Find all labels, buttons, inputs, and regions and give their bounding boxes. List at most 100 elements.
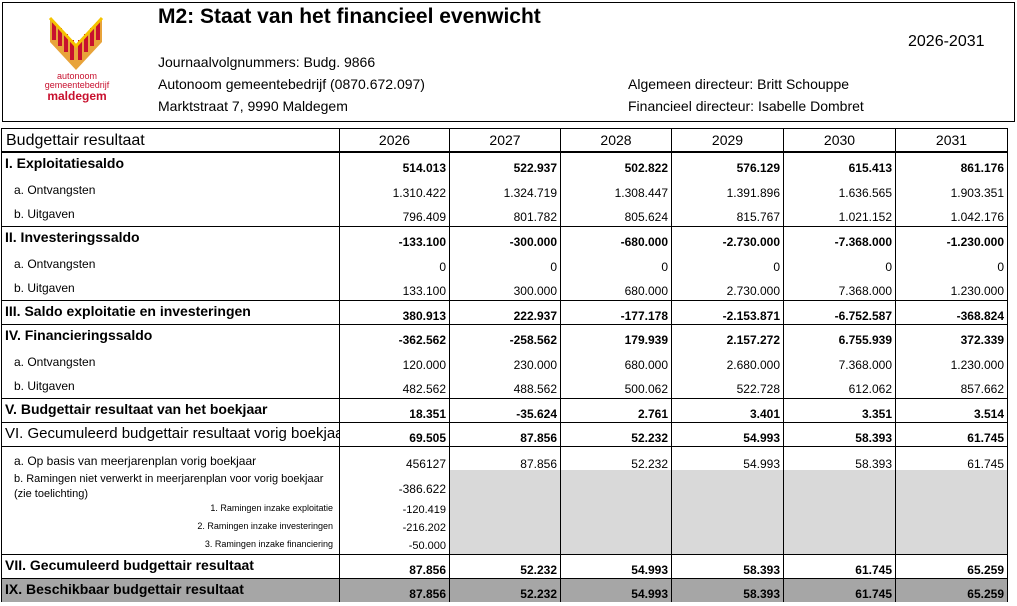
value-cell: 0	[450, 250, 561, 274]
empty-cell	[561, 536, 672, 554]
empty-cell	[896, 518, 1008, 536]
value-cell: 815.767	[672, 200, 784, 226]
value-cell: -2.153.871	[672, 300, 784, 324]
value-cell: 615.413	[784, 152, 896, 176]
value-cell: -258.562	[450, 324, 561, 348]
value-cell: 61.745	[896, 422, 1008, 446]
value-cell: 52.232	[450, 578, 561, 602]
value-cell: 230.000	[450, 348, 561, 372]
value-cell: 0	[672, 250, 784, 274]
value-cell: 861.176	[896, 152, 1008, 176]
value-cell: 482.562	[340, 372, 450, 398]
value-cell: -6.752.587	[784, 300, 896, 324]
value-cell: 1.310.422	[340, 176, 450, 200]
row-label: II. Investeringssaldo	[2, 226, 340, 250]
value-cell: -680.000	[561, 226, 672, 250]
empty-cell	[896, 500, 1008, 518]
value-cell: 2.157.272	[672, 324, 784, 348]
value-cell: 522.728	[672, 372, 784, 398]
value-cell: 61.745	[784, 578, 896, 602]
value-cell: -7.368.000	[784, 226, 896, 250]
value-cell: 58.393	[672, 578, 784, 602]
row-label: a. Ontvangsten	[2, 250, 340, 274]
value-cell: -1.230.000	[896, 226, 1008, 250]
value-cell: -216.202	[340, 518, 450, 536]
value-cell: 857.662	[896, 372, 1008, 398]
value-cell: 54.993	[561, 554, 672, 578]
value-cell: 380.913	[340, 300, 450, 324]
value-cell: 3.351	[784, 398, 896, 422]
empty-cell	[672, 518, 784, 536]
value-cell: 1.230.000	[896, 274, 1008, 300]
year-header: 2030	[784, 129, 896, 152]
empty-cell	[561, 500, 672, 518]
title: M2: Staat van het financieel evenwicht	[158, 5, 541, 28]
value-cell: 87.856	[450, 422, 561, 446]
row-label: 3. Ramingen inzake financiering	[2, 536, 340, 554]
row-label: VII. Gecumuleerd budgettair resultaat	[2, 554, 340, 578]
value-cell: 300.000	[450, 274, 561, 300]
value-cell: 0	[896, 250, 1008, 274]
value-cell: -50.000	[340, 536, 450, 554]
value-cell: 514.013	[340, 152, 450, 176]
row-label: b. Uitgaven	[2, 274, 340, 300]
value-cell: 120.000	[340, 348, 450, 372]
empty-cell	[450, 536, 561, 554]
row-label: III. Saldo exploitatie en investeringen	[2, 300, 340, 324]
value-cell: 2.761	[561, 398, 672, 422]
value-cell: 65.259	[896, 554, 1008, 578]
value-cell: 0	[340, 250, 450, 274]
value-cell: -2.730.000	[672, 226, 784, 250]
empty-cell	[784, 470, 896, 500]
row-label: a. Ontvangsten	[2, 348, 340, 372]
row-label: b. Uitgaven	[2, 200, 340, 226]
value-cell: 1.021.152	[784, 200, 896, 226]
row-label: IX. Beschikbaar budgettair resultaat	[2, 578, 340, 602]
year-header: 2031	[896, 129, 1008, 152]
value-cell: 3.401	[672, 398, 784, 422]
value-cell: -35.624	[450, 398, 561, 422]
value-cell: 54.993	[561, 578, 672, 602]
row-label: VI. Gecumuleerd budgettair resultaat vor…	[2, 422, 340, 446]
value-cell: 576.129	[672, 152, 784, 176]
value-cell: 1.042.176	[896, 200, 1008, 226]
logo-line: gemeentebedrijf	[44, 80, 110, 90]
value-cell: 87.856	[340, 578, 450, 602]
value-cell: 1.903.351	[896, 176, 1008, 200]
row-label: IV. Financieringssaldo	[2, 324, 340, 348]
value-cell: 612.062	[784, 372, 896, 398]
value-cell: 796.409	[340, 200, 450, 226]
value-cell: 0	[561, 250, 672, 274]
value-cell: 87.856	[340, 554, 450, 578]
value-cell: 2.730.000	[672, 274, 784, 300]
info-line: Journaalvolgnummers: Budg. 9866	[158, 54, 376, 70]
value-cell: 54.993	[672, 422, 784, 446]
value-cell: 1.636.565	[784, 176, 896, 200]
logo-text: autonoom gemeentebedrijf maldegem	[40, 72, 114, 103]
value-cell: 1.391.896	[672, 176, 784, 200]
value-cell: 58.393	[672, 554, 784, 578]
value-cell: 1.308.447	[561, 176, 672, 200]
logo-line: maldegem	[47, 89, 107, 103]
info-line: Marktstraat 7, 9990 Maldegem	[158, 98, 348, 114]
value-cell: 801.782	[450, 200, 561, 226]
empty-cell	[672, 536, 784, 554]
year-header: 2029	[672, 129, 784, 152]
empty-cell	[784, 518, 896, 536]
value-cell: 61.745	[896, 446, 1008, 470]
info-line: Financieel directeur: Isabelle Dombret	[628, 98, 864, 114]
row-label: b. Ramingen niet verwerkt in meerjarenpl…	[2, 470, 340, 500]
value-cell: -120.419	[340, 500, 450, 518]
value-cell: 2.680.000	[672, 348, 784, 372]
row-label: V. Budgettair resultaat van het boekjaar	[2, 398, 340, 422]
empty-cell	[561, 518, 672, 536]
row-label: 1. Ramingen inzake exploitatie	[2, 500, 340, 518]
info-line: Algemeen directeur: Britt Schouppe	[628, 76, 850, 92]
value-cell: -368.824	[896, 300, 1008, 324]
empty-cell	[672, 470, 784, 500]
year-header: 2028	[561, 129, 672, 152]
empty-cell	[672, 500, 784, 518]
row-label: 2. Ramingen inzake investeringen	[2, 518, 340, 536]
value-cell: 69.505	[340, 422, 450, 446]
